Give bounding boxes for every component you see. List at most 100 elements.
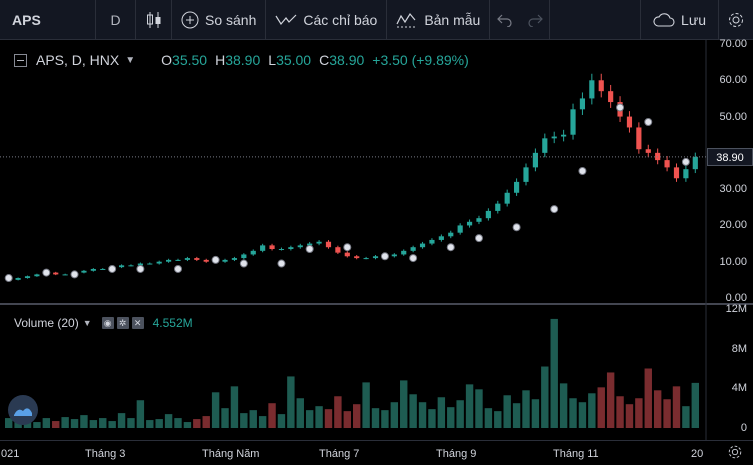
candle-body: [307, 243, 313, 246]
volume-bar: [108, 421, 116, 428]
templates-label: Bản mẫu: [424, 11, 481, 28]
volume-bar: [42, 418, 51, 428]
volume-bar: [635, 398, 643, 428]
volume-bar: [324, 409, 333, 428]
candle-body: [551, 136, 557, 139]
series-title[interactable]: APS, D, HNX: [36, 52, 120, 68]
volume-tick-label: 8M: [731, 342, 747, 355]
volume-bar: [531, 399, 540, 428]
volume-bar: [136, 400, 145, 428]
volume-bar: [268, 403, 276, 428]
candle-body: [166, 259, 172, 262]
volume-bar: [569, 398, 577, 428]
settings-button[interactable]: [719, 0, 753, 40]
volume-bar: [494, 411, 502, 428]
event-marker: [239, 259, 248, 268]
volume-bar: [550, 318, 558, 428]
volume-bar: [616, 396, 624, 428]
event-marker: [409, 254, 418, 263]
undo-icon: [497, 14, 512, 27]
candle-body: [514, 181, 520, 193]
candle-body: [297, 245, 303, 248]
volume-bar: [578, 402, 587, 428]
volume-title[interactable]: Volume (20): [14, 316, 79, 330]
volume-bar: [33, 422, 41, 428]
templates-button[interactable]: Bản mẫu: [387, 0, 491, 40]
time-tick-label: Tháng 3: [85, 448, 126, 460]
close-icon[interactable]: ✕: [131, 317, 144, 329]
time-tick-label: Tháng 9: [436, 448, 477, 460]
time-axis[interactable]: 021 Tháng 3 Tháng Năm Tháng 7 Tháng 9 Tháng 1…: [0, 440, 753, 465]
interval-button[interactable]: D: [96, 0, 136, 40]
undo-button[interactable]: [490, 0, 520, 40]
candle-body: [372, 256, 379, 259]
volume-bar: [672, 386, 681, 428]
event-marker: [305, 245, 314, 254]
chevron-down-icon[interactable]: ▼: [82, 318, 92, 328]
event-marker: [616, 103, 625, 112]
volume-bar: [249, 410, 257, 428]
event-marker: [578, 167, 587, 175]
candle-body: [250, 250, 256, 255]
candle-body: [184, 258, 190, 260]
volume-bar: [70, 419, 79, 428]
collapse-legend-button[interactable]: [14, 53, 27, 67]
settings-icon[interactable]: ✲: [116, 317, 129, 329]
event-marker: [343, 243, 352, 252]
volume-bar: [80, 415, 88, 428]
save-button[interactable]: Lưu: [640, 0, 719, 40]
volume-bar: [99, 418, 107, 428]
eye-icon[interactable]: ◉: [101, 317, 114, 329]
candle-body: [34, 274, 40, 277]
indicators-button[interactable]: Các chỉ báo: [266, 0, 388, 40]
volume-bar: [588, 393, 596, 428]
candle-body: [589, 80, 595, 99]
price-tick-label: 10.00: [719, 255, 747, 268]
candle-body: [419, 243, 426, 248]
volume-bar: [400, 380, 408, 428]
chevron-down-icon[interactable]: ▼: [125, 54, 136, 66]
symbol-search-button[interactable]: APS: [0, 0, 96, 40]
candle-body: [335, 247, 341, 253]
volume-legend: Volume (20) ▼ ◉ ✲ ✕ 4.552M: [14, 316, 193, 330]
volume-bar: [597, 387, 605, 428]
time-tick-label: 021: [1, 448, 20, 460]
event-marker: [108, 264, 117, 273]
volume-bar: [503, 395, 511, 428]
volume-bar: [52, 421, 60, 428]
price-legend: APS, D, HNX ▼ O 35.50 H 38.90 L 35.00 C 38.9…: [14, 52, 469, 68]
gear-icon: [729, 12, 743, 27]
candle-body: [128, 265, 134, 267]
volume-bar: [691, 382, 699, 428]
volume-bar: [305, 410, 314, 428]
volume-bar: [663, 399, 671, 428]
compare-button[interactable]: So sánh: [172, 0, 267, 40]
candle-body: [438, 236, 444, 240]
volume-bar: [682, 406, 690, 428]
compare-label: So sánh: [205, 11, 257, 28]
candle-body: [316, 241, 322, 244]
price-tick-label: 30.00: [719, 183, 747, 196]
redo-button[interactable]: [520, 0, 551, 40]
event-marker: [70, 270, 79, 279]
gear-icon[interactable]: [727, 444, 743, 460]
candle-body: [203, 259, 209, 262]
event-marker: [136, 264, 145, 273]
templates-icon: [396, 12, 418, 27]
price-tick-label: 20.00: [719, 219, 747, 232]
logo-icon: [8, 395, 38, 425]
candle-body: [664, 160, 670, 168]
volume-bar: [428, 409, 436, 428]
volume-bar: [541, 366, 549, 428]
chart-type-button[interactable]: [136, 0, 172, 40]
candle-body: [241, 254, 247, 259]
volume-bar: [287, 376, 295, 428]
volume-bar: [117, 413, 126, 428]
volume-bar: [146, 420, 154, 428]
volume-bar: [362, 382, 370, 428]
open-value: 35.50: [172, 52, 208, 68]
price-tick-label: 0.00: [725, 292, 747, 304]
volume-tick-label: 4M: [731, 382, 747, 395]
volume-bar: [258, 416, 267, 428]
